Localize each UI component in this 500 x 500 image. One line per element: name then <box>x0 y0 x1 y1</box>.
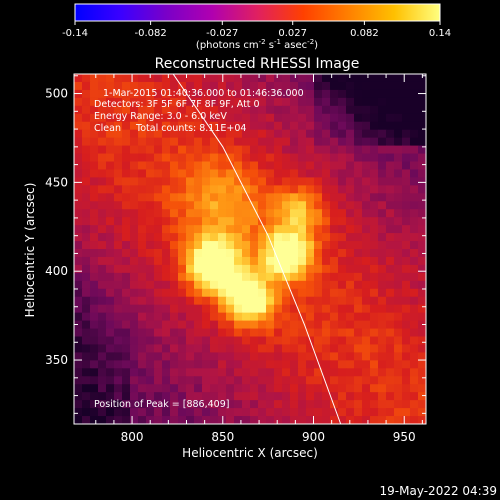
colorbar <box>74 3 441 22</box>
annotation-clean: Clean Total counts: 8.11E+04 <box>94 123 246 134</box>
colorbar-tick-label: 0.14 <box>429 28 451 39</box>
solar-limb <box>172 74 342 424</box>
x-axis-label: Heliocentric X (arcsec) <box>182 446 318 460</box>
colorbar-unit-label: (photons cm-2 s-1 asec-2) <box>196 38 318 51</box>
footer-timestamp: 19-May-2022 04:39 <box>380 484 497 498</box>
chart-title: Reconstructed RHESSI Image <box>155 56 360 72</box>
x-tick-label: 950 <box>393 430 416 444</box>
colorbar-tick-label: -0.14 <box>62 28 88 39</box>
x-tick-label: 850 <box>211 430 234 444</box>
colorbar-ticks: -0.14 -0.082 -0.027 0.027 0.082 0.14 <box>62 21 451 39</box>
annotation-detectors: Detectors: 3F 5F 6F 7F 8F 9F, Att 0 <box>94 99 260 110</box>
colorbar-tick-label: -0.027 <box>206 28 238 39</box>
y-tick-label: 450 <box>45 175 68 189</box>
y-axis-label: Heliocentric Y (arcsec) <box>23 183 37 318</box>
annotation-time: 1-Mar-2015 01:40:36.000 to 01:46:36.000 <box>103 88 304 99</box>
colorbar-tick-label: 0.082 <box>350 28 379 39</box>
plot-frame <box>73 73 427 425</box>
x-tick-label: 800 <box>121 430 144 444</box>
y-tick-label: 400 <box>45 264 68 278</box>
y-tick-label: 350 <box>45 353 68 367</box>
heatmap-image <box>74 74 426 424</box>
colorbar-tick-label: 0.027 <box>278 28 307 39</box>
colorbar-tick-label: -0.082 <box>134 28 166 39</box>
x-tick-label: 900 <box>302 430 325 444</box>
axes-ticks: 800 850 900 950 350 400 450 500 <box>45 74 426 444</box>
y-tick-label: 500 <box>45 87 68 101</box>
annotation-energy: Energy Range: 3.0 - 6.0 keV <box>94 111 227 122</box>
annotation-peak: Position of Peak = [886,409] <box>94 399 229 410</box>
